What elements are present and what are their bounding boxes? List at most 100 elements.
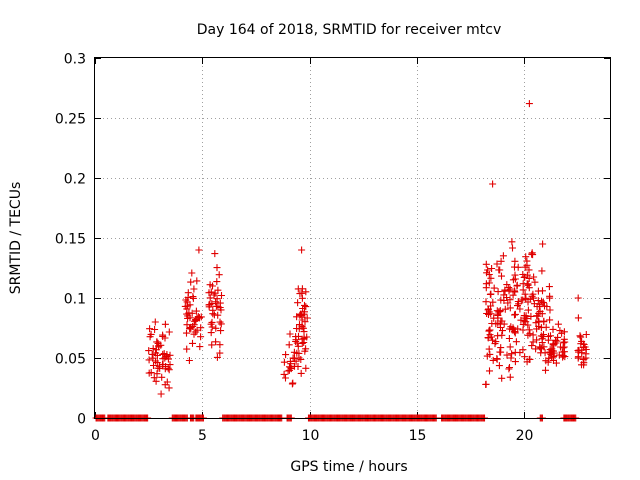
data-point xyxy=(150,374,158,382)
data-point xyxy=(503,281,511,289)
y-tick-label: 0.2 xyxy=(64,172,86,188)
data-point xyxy=(145,369,153,377)
data-point xyxy=(149,345,157,353)
data-point xyxy=(213,295,221,303)
data-point xyxy=(197,333,205,341)
data-point xyxy=(186,325,194,332)
data-point xyxy=(295,332,302,340)
data-point xyxy=(574,294,582,302)
data-point xyxy=(509,276,517,284)
data-point xyxy=(511,310,519,318)
data-point xyxy=(497,344,505,352)
data-point xyxy=(486,367,493,375)
data-point xyxy=(296,311,304,319)
data-point xyxy=(549,340,557,348)
x-axis-label: GPS time / hours xyxy=(290,459,407,475)
y-tick-label: 0.05 xyxy=(55,352,86,368)
data-point xyxy=(211,250,219,258)
data-point xyxy=(187,278,195,286)
data-point xyxy=(546,346,554,354)
data-point xyxy=(506,343,514,351)
data-point xyxy=(485,279,493,287)
data-point xyxy=(190,285,198,293)
data-point xyxy=(302,303,310,311)
data-point xyxy=(163,378,171,386)
x-tick-label: 0 xyxy=(91,428,100,444)
data-point xyxy=(487,290,495,298)
data-point xyxy=(497,317,505,325)
data-point xyxy=(181,302,189,310)
y-tick-label: 0.15 xyxy=(55,232,86,248)
data-point xyxy=(158,373,166,381)
data-point xyxy=(196,343,204,351)
data-point xyxy=(213,353,221,361)
data-point xyxy=(153,338,161,346)
data-point xyxy=(300,328,308,336)
data-point xyxy=(482,381,490,388)
data-point xyxy=(280,358,288,366)
data-point xyxy=(213,264,221,272)
data-point xyxy=(506,364,513,371)
plot-frame xyxy=(94,57,611,419)
data-point xyxy=(513,281,521,289)
data-point xyxy=(580,361,588,369)
data-point xyxy=(145,347,153,355)
data-point xyxy=(525,266,533,274)
y-tick-label: 0.3 xyxy=(64,52,86,68)
data-point xyxy=(293,349,301,357)
data-point xyxy=(184,314,192,322)
data-point xyxy=(537,344,545,352)
data-point xyxy=(525,355,533,363)
data-point xyxy=(560,335,568,343)
data-point xyxy=(559,339,567,347)
data-point xyxy=(514,298,522,305)
data-point xyxy=(484,306,492,314)
data-point xyxy=(150,362,157,369)
data-point xyxy=(295,354,303,362)
data-point xyxy=(282,374,289,382)
data-point xyxy=(574,354,582,362)
data-point xyxy=(208,323,216,331)
y-axis-label: SRMTID / TECUs xyxy=(8,182,24,295)
data-point xyxy=(217,320,225,328)
data-point xyxy=(517,316,525,324)
data-point xyxy=(490,314,498,322)
data-point xyxy=(511,358,519,366)
data-point xyxy=(296,290,304,298)
data-point xyxy=(186,301,194,309)
data-point xyxy=(149,354,157,362)
data-point xyxy=(482,298,490,306)
data-point xyxy=(183,329,190,337)
data-point xyxy=(508,238,516,246)
data-point xyxy=(212,338,220,346)
data-point xyxy=(560,348,568,356)
axis-ticks: 0 0.05 0.1 0.15 0.2 0.25 0.3 0 5 10 15 20 xyxy=(55,52,610,444)
data-point xyxy=(540,343,548,351)
data-point xyxy=(506,304,514,312)
data-point xyxy=(297,369,305,377)
data-point xyxy=(530,273,538,281)
grid-lines xyxy=(95,58,610,418)
data-point xyxy=(212,324,220,332)
data-point xyxy=(539,299,547,307)
data-point xyxy=(206,281,214,289)
data-point xyxy=(543,303,551,310)
data-point xyxy=(521,263,529,271)
data-point xyxy=(294,342,302,350)
data-point xyxy=(165,328,173,336)
y-tick-label: 0 xyxy=(77,412,86,428)
data-point xyxy=(519,286,527,294)
data-point xyxy=(484,334,492,342)
data-point xyxy=(534,312,542,320)
data-point xyxy=(519,346,527,354)
x-tick-label: 10 xyxy=(302,428,320,444)
data-point xyxy=(189,293,197,301)
data-point xyxy=(505,335,513,342)
y-tick-label: 0.25 xyxy=(55,112,86,128)
data-point xyxy=(212,298,220,306)
data-point xyxy=(493,260,501,268)
data-point xyxy=(524,298,532,306)
data-point xyxy=(207,329,215,337)
data-point xyxy=(301,308,308,316)
data-point xyxy=(582,354,590,362)
